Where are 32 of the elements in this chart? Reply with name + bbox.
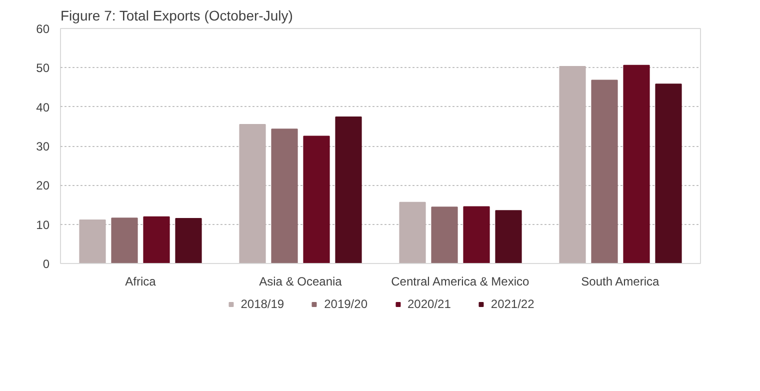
bar xyxy=(239,124,266,264)
bar xyxy=(399,202,426,264)
y-tick-label: 40 xyxy=(36,100,50,114)
bar xyxy=(111,218,138,264)
bar xyxy=(175,218,202,264)
bar xyxy=(79,220,106,264)
legend-label: 2021/22 xyxy=(490,297,534,311)
x-tick-label: Central America & Mexico xyxy=(391,274,530,288)
legend-label: 2019/20 xyxy=(324,297,368,311)
bar xyxy=(623,64,650,264)
y-tick-label: 10 xyxy=(36,218,50,232)
bar xyxy=(591,80,618,264)
legend-label: 2020/21 xyxy=(408,297,451,311)
y-tick-label: 20 xyxy=(36,178,50,193)
bar xyxy=(303,136,330,264)
bar xyxy=(143,216,170,264)
y-tick-label: 60 xyxy=(36,22,50,36)
bar xyxy=(463,206,490,264)
chart-title: Figure 7: Total Exports (October-July) xyxy=(60,8,293,24)
y-tick-label: 0 xyxy=(42,257,50,271)
bar xyxy=(655,84,682,264)
x-tick-label: Africa xyxy=(125,274,156,288)
y-tick-label: 30 xyxy=(36,140,50,154)
y-tick-label: 50 xyxy=(36,61,50,76)
x-tick-label: South America xyxy=(581,274,660,288)
bar xyxy=(559,66,586,264)
bar xyxy=(495,210,522,264)
x-tick-label: Asia & Oceania xyxy=(259,274,342,288)
bar xyxy=(431,206,458,264)
bar xyxy=(271,128,298,264)
legend-label: 2018/19 xyxy=(240,297,284,311)
bar xyxy=(335,116,362,264)
